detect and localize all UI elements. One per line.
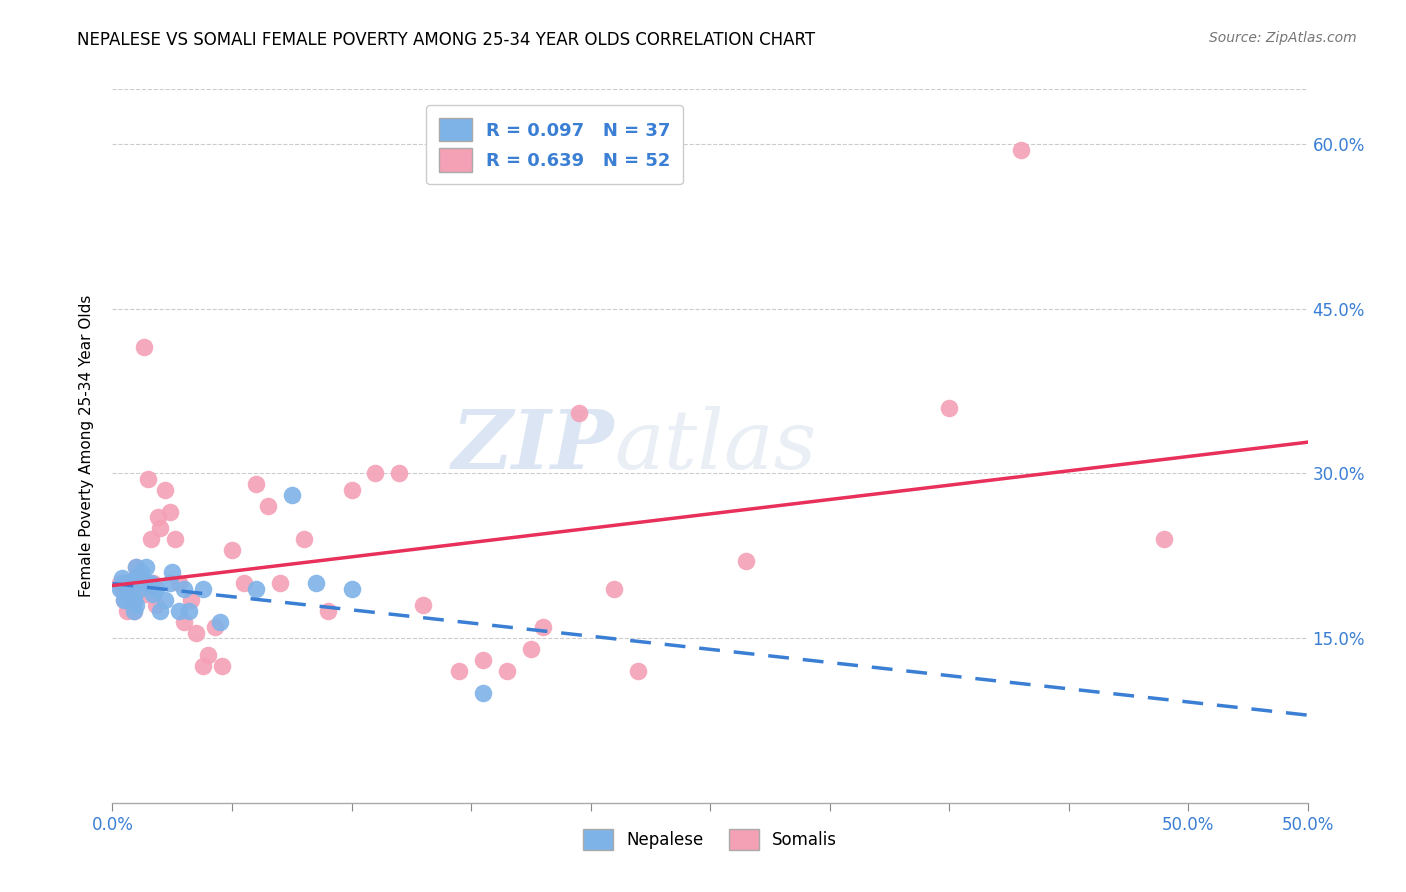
- Point: [603, 582, 626, 596]
- Point: [145, 598, 167, 612]
- Point: [211, 658, 233, 673]
- Point: [531, 620, 554, 634]
- Point: [114, 576, 135, 591]
- Point: [204, 620, 226, 634]
- Point: [122, 592, 145, 607]
- Y-axis label: Female Poverty Among 25-34 Year Olds: Female Poverty Among 25-34 Year Olds: [79, 295, 94, 597]
- Point: [118, 576, 141, 591]
- Point: [520, 642, 543, 657]
- Point: [364, 467, 387, 481]
- Point: [173, 582, 195, 596]
- Point: [209, 615, 232, 629]
- Point: [316, 604, 339, 618]
- Point: [145, 582, 167, 596]
- Point: [269, 576, 291, 591]
- Point: [153, 592, 176, 607]
- Point: [938, 401, 960, 415]
- Point: [114, 592, 135, 607]
- Point: [111, 571, 134, 585]
- Point: [472, 653, 495, 667]
- Point: [121, 582, 143, 596]
- Point: [115, 592, 138, 607]
- Point: [221, 543, 243, 558]
- Point: [135, 587, 157, 601]
- Point: [186, 625, 208, 640]
- Point: [142, 576, 165, 591]
- Point: [128, 582, 150, 596]
- Point: [1153, 533, 1175, 547]
- Text: Source: ZipAtlas.com: Source: ZipAtlas.com: [1209, 31, 1357, 45]
- Point: [627, 664, 650, 678]
- Point: [138, 472, 160, 486]
- Point: [108, 576, 131, 591]
- Point: [305, 576, 328, 591]
- Point: [132, 576, 155, 591]
- Point: [159, 505, 181, 519]
- Point: [139, 533, 162, 547]
- Point: [125, 559, 148, 574]
- Point: [129, 566, 152, 580]
- Point: [121, 582, 143, 596]
- Point: [412, 598, 434, 612]
- Point: [180, 592, 202, 607]
- Text: NEPALESE VS SOMALI FEMALE POVERTY AMONG 25-34 YEAR OLDS CORRELATION CHART: NEPALESE VS SOMALI FEMALE POVERTY AMONG …: [77, 31, 815, 49]
- Point: [169, 604, 191, 618]
- Point: [193, 582, 215, 596]
- Point: [245, 582, 267, 596]
- Point: [159, 576, 181, 591]
- Point: [149, 604, 172, 618]
- Point: [340, 582, 363, 596]
- Point: [233, 576, 256, 591]
- Point: [115, 604, 138, 618]
- Text: ZIP: ZIP: [451, 406, 614, 486]
- Point: [281, 488, 304, 502]
- Point: [153, 483, 176, 497]
- Legend: Nepalese, Somalis: Nepalese, Somalis: [575, 821, 845, 859]
- Point: [115, 582, 138, 596]
- Point: [129, 582, 152, 596]
- Point: [149, 521, 172, 535]
- Point: [135, 559, 157, 574]
- Point: [193, 658, 215, 673]
- Point: [132, 340, 155, 354]
- Point: [111, 582, 134, 596]
- Point: [125, 598, 148, 612]
- Point: [257, 500, 280, 514]
- Point: [162, 566, 183, 580]
- Point: [197, 648, 219, 662]
- Point: [118, 587, 141, 601]
- Point: [472, 686, 495, 700]
- Point: [173, 615, 195, 629]
- Point: [568, 406, 591, 420]
- Point: [245, 477, 267, 491]
- Point: [146, 510, 169, 524]
- Point: [340, 483, 363, 497]
- Point: [169, 576, 191, 591]
- Point: [735, 554, 758, 568]
- Point: [292, 533, 315, 547]
- Point: [114, 592, 135, 607]
- Point: [1010, 143, 1032, 157]
- Text: atlas: atlas: [614, 406, 817, 486]
- Point: [496, 664, 519, 678]
- Point: [122, 604, 145, 618]
- Point: [177, 604, 200, 618]
- Point: [125, 571, 148, 585]
- Point: [447, 664, 470, 678]
- Point: [125, 559, 148, 574]
- Point: [108, 582, 131, 596]
- Point: [388, 467, 411, 481]
- Point: [128, 571, 150, 585]
- Point: [163, 533, 186, 547]
- Point: [138, 576, 160, 591]
- Point: [142, 587, 165, 601]
- Point: [139, 576, 162, 591]
- Point: [118, 576, 141, 591]
- Point: [122, 604, 145, 618]
- Point: [121, 576, 143, 591]
